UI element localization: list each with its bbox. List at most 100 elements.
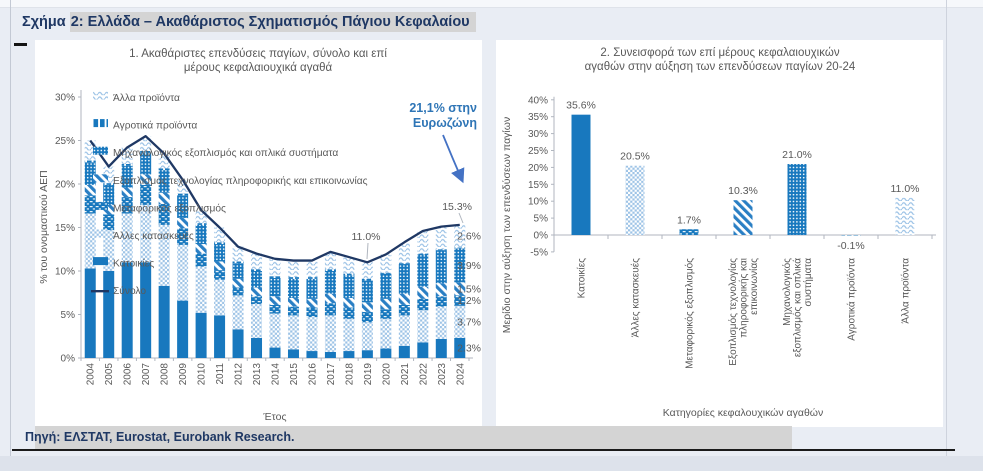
left-margin-rule <box>10 0 11 471</box>
stack-segment <box>435 226 447 250</box>
stack-segment <box>287 278 299 298</box>
stack-segment <box>195 210 207 224</box>
stack-segment <box>361 262 373 279</box>
stack-segment <box>398 315 410 346</box>
bar <box>625 165 645 235</box>
legend-label: Μηχανολογικός εξοπλισμός και οπλικά συστ… <box>113 147 338 159</box>
legend-swatch <box>93 146 108 155</box>
stack-segment <box>287 349 299 358</box>
stack-segment <box>84 140 96 161</box>
stack-segment <box>103 166 115 184</box>
legend-label: Άλλες κατασκευές <box>113 230 194 242</box>
stack-segment <box>177 217 189 229</box>
bar-value-label: 21.0% <box>782 149 812 161</box>
stack-segment <box>158 204 170 225</box>
y-axis-label: % του ονομαστικού ΑΕΠ <box>38 170 50 283</box>
x-tick-label: 2017 <box>326 363 337 386</box>
stack-segment <box>287 277 299 279</box>
stack-segment <box>195 244 207 254</box>
y-tick-label: 30% <box>55 93 75 104</box>
x-tick-label: 2014 <box>271 363 282 386</box>
chart-title-line: 2. Συνεισφορά των επί μέρους κεφαλαιουχι… <box>600 47 839 59</box>
stack-2024-label: 3.7% <box>457 316 481 328</box>
stack-segment <box>232 246 244 262</box>
stack-segment <box>177 300 189 358</box>
stack-segment <box>158 153 170 169</box>
figure-title-prefix: Σχήμα <box>22 14 70 30</box>
stack-segment <box>103 271 115 358</box>
legend-label: Κατοικίες <box>113 258 154 270</box>
y-tick-label: 10% <box>55 267 75 278</box>
y-tick-label: 30% <box>528 129 548 140</box>
stack-segment <box>121 165 133 188</box>
bottom-rule <box>12 449 955 451</box>
stack-segment <box>324 271 336 294</box>
legend-label: Σύνολο <box>113 285 146 297</box>
stack-segment <box>306 298 318 308</box>
bar <box>733 200 753 235</box>
x-tick-label: 2020 <box>381 363 392 386</box>
left-chart-panel: 1. Ακαθάριστες επενδύσεις παγίων, σύνολο… <box>35 40 482 427</box>
stack-segment <box>306 307 318 318</box>
stack-segment <box>287 260 299 278</box>
stack-segment <box>324 269 336 271</box>
stack-segment <box>343 351 355 358</box>
stack-segment <box>158 168 170 171</box>
stack-segment <box>195 223 207 225</box>
stack-segment <box>343 297 355 308</box>
stack-segment <box>84 184 96 196</box>
category-label-line: Άλλες κατασκευές <box>630 258 642 338</box>
stack-segment <box>380 318 392 349</box>
category-label-line: Αγροτικά προϊόντα <box>846 258 858 341</box>
x-tick-label: 2022 <box>418 363 429 386</box>
stack-segment <box>343 273 355 276</box>
stack-segment <box>324 251 336 270</box>
y-tick-label: 25% <box>55 136 75 147</box>
stack-segment <box>454 305 466 338</box>
legend-swatch <box>93 119 108 128</box>
stack-segment <box>103 183 115 185</box>
stack-segment <box>84 213 96 269</box>
stack-segment <box>380 309 392 319</box>
stack-segment <box>361 350 373 358</box>
stack-segment <box>306 351 318 358</box>
stack-segment <box>417 310 429 343</box>
stack-segment <box>380 254 392 273</box>
stack-segment <box>121 213 133 263</box>
stack-segment <box>251 287 263 297</box>
stack-segment <box>435 250 447 284</box>
figure-title-highlighted: 2: Ελλάδα – Ακαθάριστος Σχηματισμός Πάγι… <box>69 12 476 32</box>
source-band <box>35 426 792 451</box>
stack-2024-label: 2.6% <box>457 231 481 243</box>
right-margin-rule <box>946 0 947 471</box>
legend-swatch <box>93 229 108 238</box>
stack-segment <box>287 315 299 350</box>
x-tick-label: 2021 <box>400 363 411 386</box>
stack-segment <box>121 262 133 358</box>
stack-segment <box>398 345 410 358</box>
stack-segment <box>361 311 373 323</box>
stack-segment <box>177 228 189 245</box>
stack-segment <box>269 258 281 277</box>
legend-label: Εξοπλισμός τεχνολογίας πληροφορικής και … <box>113 175 368 187</box>
source-text: Πηγή: ΕΛΣΤΑΤ, Eurostat, Eurobank Researc… <box>25 430 295 444</box>
stack-segment <box>84 195 96 214</box>
category-label-line: Εξοπλισμός τεχνολογίας <box>727 258 739 366</box>
stack-segment <box>140 174 152 185</box>
category-label-line: εξοπλισμός και οπλικά <box>792 258 804 357</box>
category-label-line: συστήματα <box>802 258 814 307</box>
chart-title-line: μέρους κεφαλαιουχικά αγαθά <box>184 62 333 74</box>
stack-2024-label: 2.3% <box>457 342 481 354</box>
stack-segment <box>232 329 244 358</box>
y-tick-label: 35% <box>528 112 548 123</box>
category-label-line: Κατοικίες <box>576 258 588 299</box>
stack-segment <box>269 276 281 278</box>
leader-line <box>366 242 369 260</box>
bar <box>787 164 807 235</box>
category-label-line: πληροφορικής και <box>738 258 750 338</box>
stack-segment <box>140 262 152 358</box>
x-tick-label: 2015 <box>289 363 300 386</box>
x-tick-label: 2013 <box>252 363 263 386</box>
legend-swatch <box>93 201 108 210</box>
stack-segment <box>398 304 410 316</box>
